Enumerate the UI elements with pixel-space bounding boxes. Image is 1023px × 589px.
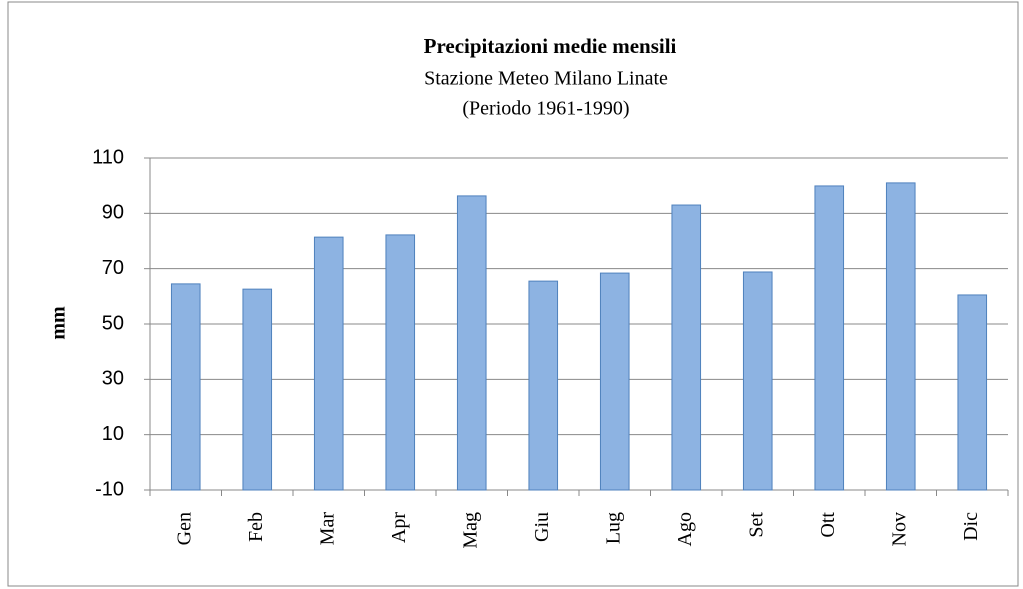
x-tick-label: Feb	[245, 512, 267, 542]
bar	[313, 236, 344, 491]
y-tick-label: 50	[102, 312, 124, 334]
bar	[456, 195, 487, 491]
x-tick-label: Ott	[817, 512, 839, 538]
y-tick-label: 10	[102, 423, 124, 445]
chart-border	[7, 1, 1019, 587]
bar	[742, 271, 773, 491]
y-tick-label: 110	[92, 146, 124, 168]
x-tick-label: Apr	[388, 512, 410, 543]
x-tick-label: Nov	[888, 512, 910, 546]
bar	[528, 280, 559, 491]
x-tick-label: Mar	[316, 512, 338, 546]
bar	[242, 288, 273, 491]
bar	[671, 204, 702, 491]
x-tick-label: Dic	[960, 512, 982, 541]
bar	[957, 294, 988, 491]
y-tick-label: -10	[95, 478, 124, 500]
x-tick-label: Giu	[531, 512, 553, 542]
bar	[814, 185, 845, 491]
y-axis-label: mm	[48, 306, 70, 340]
x-tick-label: Gen	[173, 512, 195, 545]
bar	[385, 234, 416, 491]
chart-subtitle: Stazione Meteo Milano Linate	[424, 68, 668, 90]
y-tick-label: 70	[102, 257, 124, 279]
x-tick-label: Ago	[674, 512, 696, 546]
y-tick-label: 90	[102, 202, 124, 224]
bar	[885, 182, 916, 491]
bar	[170, 283, 201, 491]
y-tick-label: 30	[102, 368, 124, 390]
x-tick-label: Lug	[602, 512, 624, 544]
chart-subtitle: (Periodo 1961-1990)	[462, 98, 629, 120]
x-tick-label: Set	[745, 512, 767, 538]
bar	[599, 272, 630, 491]
chart-title: Precipitazioni medie mensili	[424, 34, 677, 58]
x-tick-label: Mag	[459, 512, 481, 549]
